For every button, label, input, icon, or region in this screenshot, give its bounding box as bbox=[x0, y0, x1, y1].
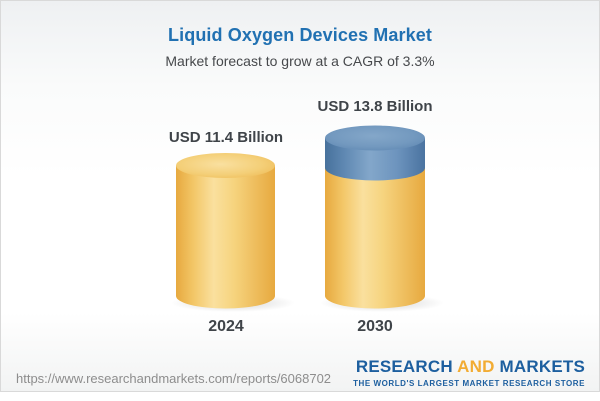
logo-word-research: RESEARCH bbox=[355, 357, 453, 376]
research-and-markets-logo[interactable]: RESEARCH AND MARKETS THE WORLD'S LARGEST… bbox=[353, 357, 585, 388]
logo-word-and: AND bbox=[457, 357, 495, 376]
value-label-2024: USD 11.4 Billion bbox=[168, 129, 284, 146]
report-url[interactable]: https://www.researchandmarkets.com/repor… bbox=[16, 371, 332, 386]
bar-2030-cylinder bbox=[320, 125, 444, 312]
bar-2024-cylinder bbox=[171, 153, 295, 312]
value-label-2030: USD 13.8 Billion bbox=[317, 98, 433, 115]
bar-2024-body bbox=[176, 165, 275, 309]
infographic-card: Liquid Oxygen Devices Market Market fore… bbox=[0, 0, 600, 392]
category-label-2030: 2030 bbox=[357, 318, 393, 335]
logo-tagline: THE WORLD'S LARGEST MARKET RESEARCH STOR… bbox=[353, 378, 585, 388]
category-label-2024: 2024 bbox=[208, 318, 244, 335]
bar-2024-top bbox=[176, 153, 275, 178]
bar-2030-top bbox=[325, 125, 425, 151]
logo-wordmark: RESEARCH AND MARKETS bbox=[353, 357, 585, 377]
bar-2030-body bbox=[325, 168, 425, 309]
chart-subtitle: Market forecast to grow at a CAGR of 3.3… bbox=[165, 53, 435, 69]
chart-title: Liquid Oxygen Devices Market bbox=[168, 25, 432, 45]
logo-word-markets: MARKETS bbox=[499, 357, 585, 376]
